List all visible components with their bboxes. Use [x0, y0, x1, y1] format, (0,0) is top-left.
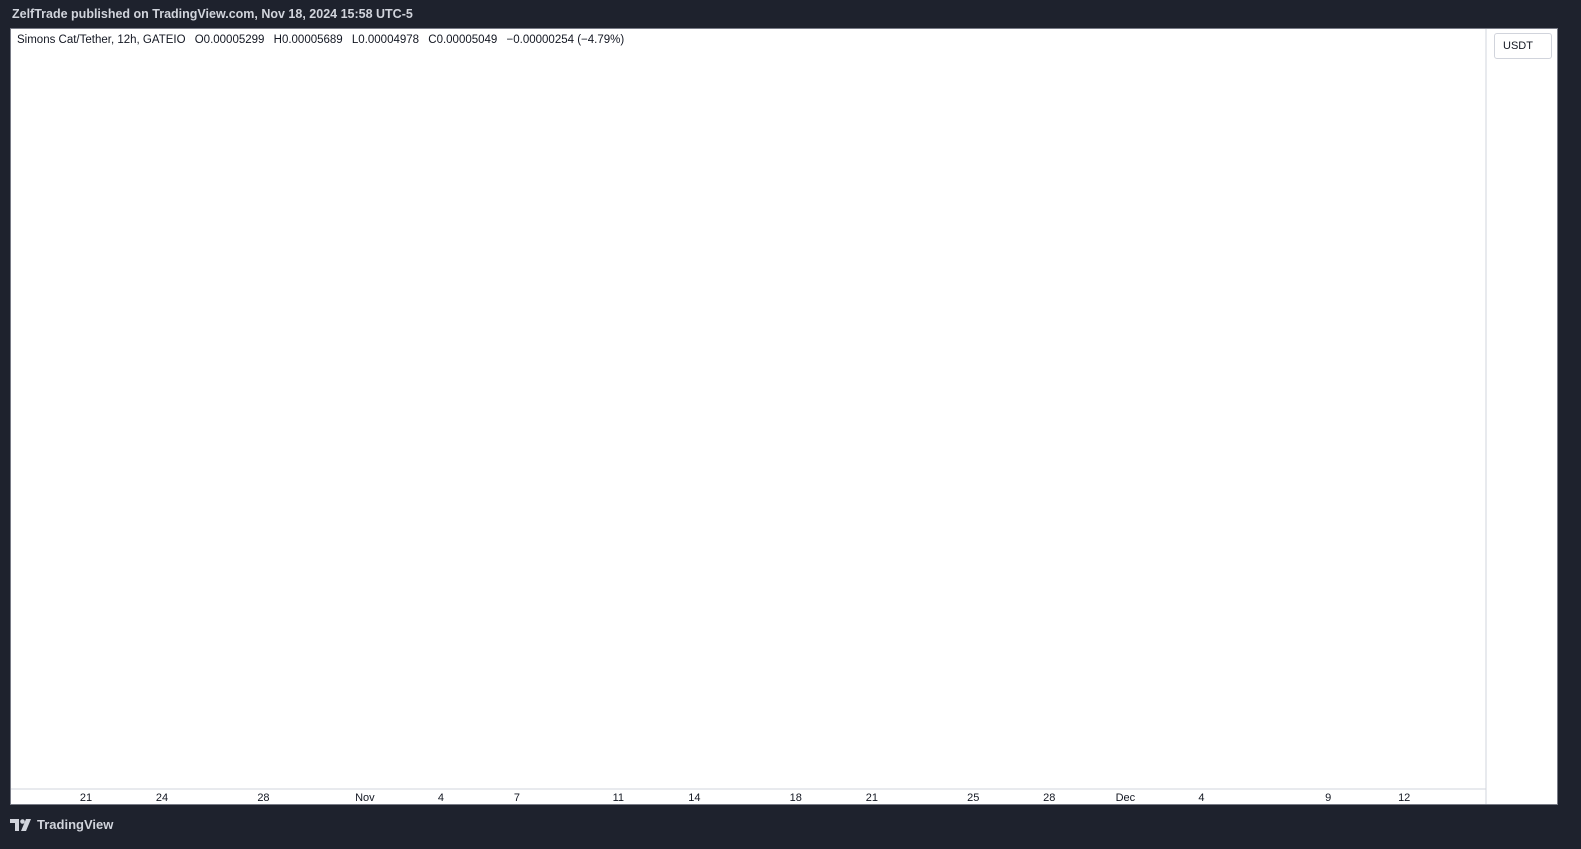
x-tick-label: 25 [967, 792, 979, 804]
x-tick-label: 18 [790, 792, 802, 804]
x-tick-label: 28 [1043, 792, 1055, 804]
ohlc-legend: Simons Cat/Tether, 12h, GATEIO O0.000052… [17, 34, 630, 46]
tradingview-icon [10, 818, 31, 831]
x-tick-label: 7 [514, 792, 520, 804]
x-tick-label: 12 [1398, 792, 1410, 804]
footer: TradingView [0, 809, 1581, 849]
x-tick-label: 9 [1325, 792, 1331, 804]
x-tick-label: 28 [257, 792, 269, 804]
price-axis: 0.000024000.000026000.000028000.00003000… [1485, 29, 1487, 804]
legend-symbol: Simons Cat/Tether, 12h, GATEIO [17, 34, 186, 46]
tradingview-logo[interactable]: TradingView [10, 817, 113, 832]
legend-change: −0.00000254 (−4.79%) [506, 34, 625, 46]
x-tick-label: 14 [688, 792, 700, 804]
publish-text: ZelfTrade published on TradingView.com, … [12, 7, 413, 21]
tradingview-brand: TradingView [37, 817, 114, 832]
chart-frame[interactable]: 0.50.50.50.000024000.000026000.000028000… [10, 28, 1558, 805]
currency-selector[interactable]: USDT [1494, 33, 1552, 59]
chart-canvas[interactable]: 0.50.50.50.000024000.000026000.000028000… [11, 29, 1558, 805]
x-tick-label: Dec [1116, 792, 1136, 804]
x-tick-label: 11 [613, 792, 624, 804]
legend-low: L0.00004978 [351, 34, 420, 46]
x-tick-label: 4 [438, 792, 444, 804]
publish-header: ZelfTrade published on TradingView.com, … [0, 0, 1581, 28]
legend-high: H0.00005689 [273, 34, 343, 46]
x-tick-label: 21 [80, 792, 92, 804]
x-tick-label: 21 [866, 792, 878, 804]
legend-open: O0.00005299 [194, 34, 265, 46]
x-tick-label: 24 [156, 792, 168, 804]
x-tick-label: Nov [355, 792, 375, 804]
x-tick-label: 4 [1198, 792, 1204, 804]
legend-close: C0.00005049 [428, 34, 498, 46]
